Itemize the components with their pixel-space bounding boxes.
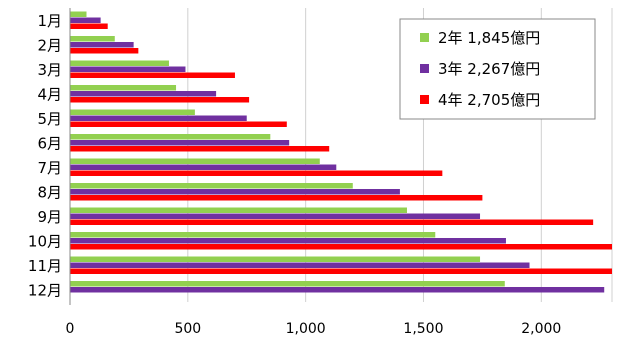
bar-3-9 [70,219,594,225]
x-tick-label-3: 1,000 [286,321,326,337]
bar-1-10 [70,232,436,238]
bar-2-9 [70,213,481,219]
bar-1-1 [70,11,87,17]
category-label-11: 11月 [28,257,62,275]
category-label-10: 10月 [28,232,62,250]
category-label-12: 12月 [28,281,62,299]
category-label-9: 9月 [37,208,62,226]
legend-box [399,18,596,120]
category-label-4: 4月 [37,85,62,103]
category-label-5: 5月 [37,110,62,128]
bar-2-4 [70,91,217,97]
bar-3-7 [70,170,443,176]
x-tick-label-4: 1,500 [403,321,443,337]
x-tick-label-5: 2,000 [521,321,561,337]
category-labels: 1月 2月 3月 4月 5月 6月 7月 8月 9月 10月 11月 12月 [28,12,62,300]
bar-1-4 [70,85,177,91]
bars [70,11,612,293]
category-label-1: 1月 [37,12,62,30]
bar-3-6 [70,146,330,152]
bar-2-6 [70,140,290,146]
bar-1-8 [70,183,353,189]
legend-label-2: 3年 2,267億円 [438,60,540,78]
bar-1-9 [70,207,407,213]
bar-3-3 [70,72,235,78]
bar-2-10 [70,238,506,244]
bar-2-5 [70,115,247,121]
x-tick-label-2: 500 [174,321,201,337]
category-label-2: 2月 [37,36,62,54]
bar-2-11 [70,262,530,268]
bar-2-12 [70,287,605,293]
category-label-6: 6月 [37,134,62,152]
legend-swatch-2 [420,64,429,73]
bar-3-8 [70,195,483,201]
bar-3-2 [70,48,139,54]
bar-3-5 [70,121,287,127]
legend-label-1: 2年 1,845億円 [438,29,540,47]
legend-label-3: 4年 2,705億円 [438,91,540,109]
bar-2-8 [70,189,400,195]
category-label-8: 8月 [37,183,62,201]
legend-swatch-3 [420,95,429,104]
bar-1-6 [70,134,271,140]
bar-3-1 [70,23,108,29]
bar-3-11 [70,268,612,274]
bar-1-5 [70,109,195,115]
legend-swatch-1 [420,33,429,42]
bar-1-2 [70,36,115,42]
bar-3-10 [70,244,612,250]
bar-1-11 [70,256,481,262]
bar-3-4 [70,97,250,103]
bar-2-7 [70,164,337,170]
bar-2-3 [70,66,186,72]
category-label-3: 3月 [37,61,62,79]
category-label-7: 7月 [37,159,62,177]
x-tick-labels: 0 500 1,000 1,500 2,000 [66,321,562,337]
x-tick-label-1: 0 [66,321,75,337]
bar-1-12 [70,281,505,287]
legend: 2年 1,845億円 3年 2,267億円 4年 2,705億円 [399,18,596,120]
bar-1-3 [70,60,169,66]
bar-2-2 [70,42,134,48]
bar-1-7 [70,158,320,164]
bar-2-1 [70,17,101,23]
